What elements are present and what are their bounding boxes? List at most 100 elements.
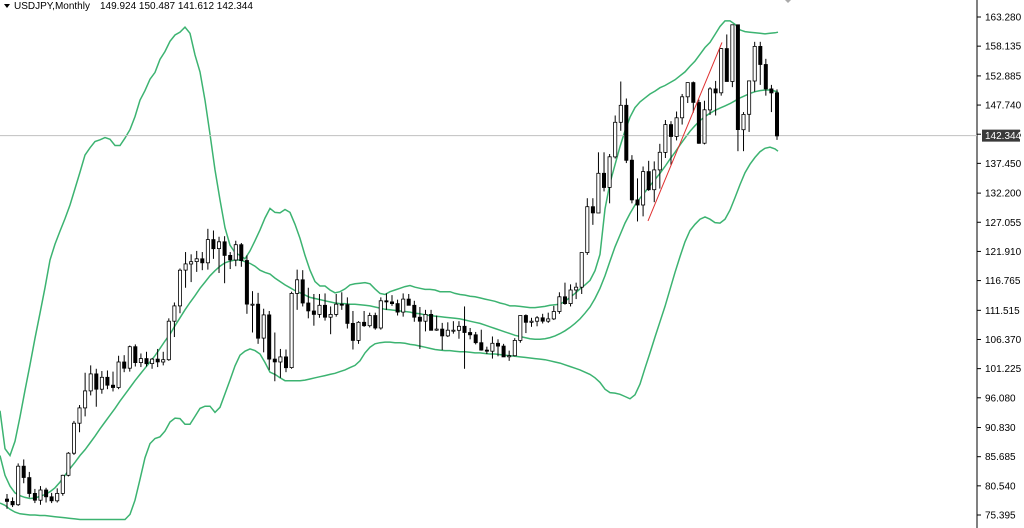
- candle[interactable]: [105, 370, 110, 390]
- candle[interactable]: [462, 306, 467, 369]
- candle[interactable]: [557, 292, 562, 314]
- candle[interactable]: [769, 84, 774, 113]
- candle[interactable]: [579, 252, 584, 294]
- candle[interactable]: [10, 497, 15, 508]
- candle[interactable]: [713, 80, 718, 116]
- candle[interactable]: [16, 463, 21, 506]
- candle[interactable]: [501, 343, 506, 358]
- candle[interactable]: [758, 41, 763, 85]
- candle[interactable]: [590, 198, 595, 225]
- candle[interactable]: [747, 80, 752, 132]
- candle[interactable]: [724, 34, 729, 82]
- collapse-triangle-icon[interactable]: [4, 4, 10, 8]
- candle[interactable]: [289, 291, 294, 369]
- candle[interactable]: [49, 492, 54, 504]
- candle[interactable]: [122, 355, 127, 373]
- candle[interactable]: [646, 160, 651, 191]
- candle[interactable]: [127, 345, 132, 372]
- candle[interactable]: [663, 120, 668, 158]
- candle[interactable]: [228, 252, 233, 270]
- trendline[interactable]: [647, 42, 723, 222]
- candle[interactable]: [523, 314, 528, 334]
- candle[interactable]: [574, 282, 579, 300]
- candle[interactable]: [624, 98, 629, 164]
- candle[interactable]: [468, 327, 473, 340]
- candle[interactable]: [529, 317, 534, 327]
- candle[interactable]: [378, 297, 383, 330]
- candle[interactable]: [256, 292, 261, 344]
- candle[interactable]: [585, 198, 590, 255]
- candle[interactable]: [568, 284, 573, 307]
- candle[interactable]: [674, 111, 679, 141]
- candle[interactable]: [272, 332, 277, 382]
- candle[interactable]: [200, 252, 205, 271]
- candle[interactable]: [283, 349, 288, 373]
- candle[interactable]: [752, 41, 757, 92]
- candle[interactable]: [244, 255, 249, 314]
- candle[interactable]: [423, 309, 428, 332]
- candle[interactable]: [456, 321, 461, 339]
- candle[interactable]: [434, 315, 439, 331]
- candle[interactable]: [613, 115, 618, 159]
- candle[interactable]: [440, 322, 445, 351]
- candle[interactable]: [222, 236, 227, 284]
- candle[interactable]: [518, 315, 523, 343]
- candle[interactable]: [412, 300, 417, 322]
- candle[interactable]: [484, 346, 489, 355]
- candle[interactable]: [719, 48, 724, 96]
- candle[interactable]: [83, 372, 88, 417]
- candle[interactable]: [563, 282, 568, 305]
- candle[interactable]: [395, 299, 400, 316]
- candle[interactable]: [406, 293, 411, 306]
- candle[interactable]: [389, 295, 394, 306]
- candle[interactable]: [88, 365, 93, 396]
- candle[interactable]: [702, 100, 707, 145]
- candle[interactable]: [356, 321, 361, 344]
- candle[interactable]: [27, 471, 32, 498]
- candle[interactable]: [239, 242, 244, 267]
- candle[interactable]: [546, 312, 551, 323]
- candle[interactable]: [473, 331, 478, 345]
- candle[interactable]: [691, 81, 696, 113]
- candle[interactable]: [708, 87, 713, 115]
- candle[interactable]: [479, 329, 484, 351]
- candle[interactable]: [607, 154, 612, 204]
- candle[interactable]: [417, 307, 422, 349]
- candle[interactable]: [295, 269, 300, 310]
- candle[interactable]: [66, 452, 71, 477]
- candle[interactable]: [507, 350, 512, 361]
- candle[interactable]: [144, 351, 149, 367]
- candle[interactable]: [300, 270, 305, 307]
- candle[interactable]: [540, 313, 545, 324]
- shift-marker-icon[interactable]: [785, 0, 791, 3]
- candle[interactable]: [401, 293, 406, 317]
- candle[interactable]: [680, 93, 685, 125]
- candle[interactable]: [261, 308, 266, 353]
- candle[interactable]: [116, 355, 121, 390]
- candle[interactable]: [429, 309, 434, 331]
- candle[interactable]: [267, 310, 272, 370]
- candle[interactable]: [32, 488, 37, 504]
- candle[interactable]: [55, 488, 60, 503]
- candle[interactable]: [150, 358, 155, 369]
- candle[interactable]: [44, 487, 49, 503]
- candle[interactable]: [596, 152, 601, 214]
- candle[interactable]: [183, 252, 188, 288]
- candle[interactable]: [99, 371, 104, 394]
- candle[interactable]: [334, 293, 339, 317]
- candle[interactable]: [72, 420, 77, 455]
- candle[interactable]: [652, 161, 657, 203]
- candle[interactable]: [451, 321, 456, 334]
- candle[interactable]: [278, 348, 283, 378]
- candle[interactable]: [635, 178, 640, 222]
- candle[interactable]: [602, 152, 607, 192]
- candle[interactable]: [641, 166, 646, 217]
- candle[interactable]: [211, 230, 216, 259]
- candle[interactable]: [60, 474, 65, 496]
- candle[interactable]: [445, 322, 450, 338]
- candle[interactable]: [618, 81, 623, 131]
- candle[interactable]: [384, 293, 389, 310]
- candle[interactable]: [189, 254, 194, 283]
- candle[interactable]: [172, 302, 177, 338]
